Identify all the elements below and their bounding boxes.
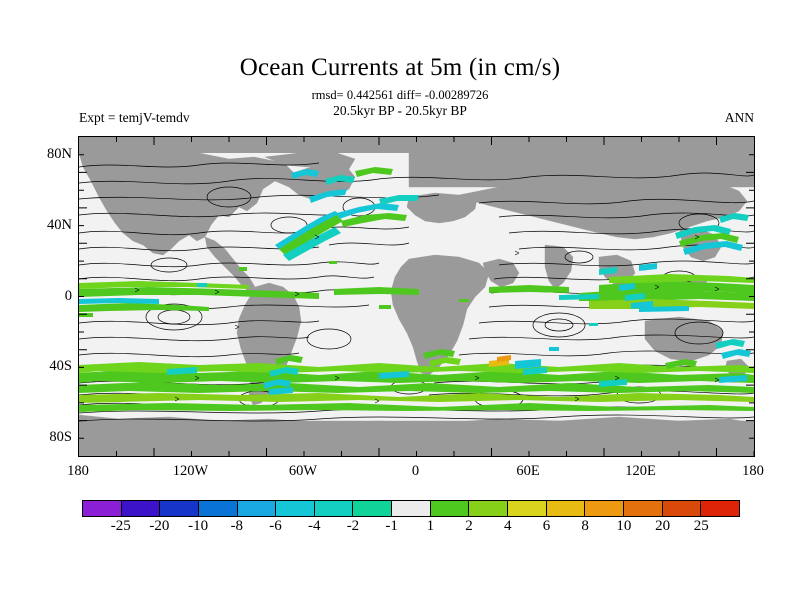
colorbar-tick-label: 25 (693, 518, 709, 534)
x-tick-label: 60W (288, 463, 318, 479)
colorbar-tick-label: 6 (542, 518, 551, 534)
colorbar-tick-label: -2 (346, 518, 360, 534)
map-plot-area (78, 136, 755, 457)
statistics-annotation: rmsd= 0.442561 diff= -0.00289726 (311, 88, 489, 102)
x-tick-label: 180 (67, 463, 89, 479)
colorbar-swatch (121, 501, 161, 516)
y-tick-label: 0 (64, 287, 72, 304)
x-tick-label: 120W (172, 463, 209, 479)
colorbar-tick-label: 4 (504, 518, 512, 534)
colorbar-swatch (662, 501, 702, 516)
colorbar-swatch (160, 501, 199, 516)
colorbar-swatch (546, 501, 586, 516)
y-tick-label: 40N (47, 216, 72, 233)
colorbar-tick-label: -6 (269, 518, 282, 534)
colorbar-swatch (392, 501, 431, 516)
x-tick-label: 120E (625, 463, 656, 479)
colorbar-swatch (701, 501, 739, 516)
page-title: Ocean Currents at 5m (in cm/s) (239, 54, 561, 81)
colorbar-swatch (276, 501, 315, 516)
x-axis-labels: 180 120W 60W 0 60E 120E 180 (67, 463, 764, 485)
colorbar-tick-label: -1 (385, 518, 398, 534)
colorbar-tick-label: 8 (581, 518, 589, 534)
colorbar-swatch (508, 501, 547, 516)
colorbar-swatches (82, 500, 740, 517)
colorbar-swatch (237, 501, 277, 516)
colorbar-swatch (623, 501, 663, 516)
colorbar-swatch (83, 501, 122, 516)
colorbar-tick-label: 1 (426, 518, 435, 534)
x-tick-label: 180 (742, 463, 764, 479)
colorbar-tick-label: -25 (110, 518, 131, 534)
current-anomaly-bands (79, 167, 754, 412)
colorbar-swatch (469, 501, 509, 516)
world-map-svg (79, 137, 754, 456)
y-tick-label: 40S (49, 358, 72, 375)
colorbar (82, 500, 740, 517)
y-tick-label: 80N (47, 145, 72, 162)
colorbar-tick-label: -20 (149, 518, 170, 534)
colorbar-swatch (353, 501, 393, 516)
axis-ticks (79, 137, 754, 456)
colorbar-swatch (314, 501, 354, 516)
colorbar-tick-label: 2 (465, 518, 473, 534)
y-axis-labels: 80N 40N 0 40S 80S (0, 136, 72, 457)
experiment-label: Expt = temjV-temdv (79, 110, 190, 125)
colorbar-swatch (430, 501, 470, 516)
colorbar-tick-label: -4 (307, 518, 321, 534)
colorbar-tick-labels: -25 -20 -10 -8 -6 -4 -2 -1 1 2 4 6 8 10 20 25 (82, 518, 740, 540)
season-label: ANN (724, 110, 754, 125)
colorbar-swatch (198, 501, 238, 516)
colorbar-tick-label: 20 (655, 518, 671, 534)
colorbar-tick-label: 10 (616, 518, 632, 534)
colorbar-tick-label: -10 (188, 518, 209, 534)
period-annotation: 20.5kyr BP - 20.5kyr BP (333, 103, 467, 118)
colorbar-tick-label: -8 (230, 518, 244, 534)
y-tick-label: 80S (49, 429, 72, 446)
colorbar-swatch (585, 501, 624, 516)
x-tick-label: 0 (411, 463, 420, 479)
velocity-vectors (134, 234, 720, 404)
x-tick-label: 60E (516, 463, 540, 479)
